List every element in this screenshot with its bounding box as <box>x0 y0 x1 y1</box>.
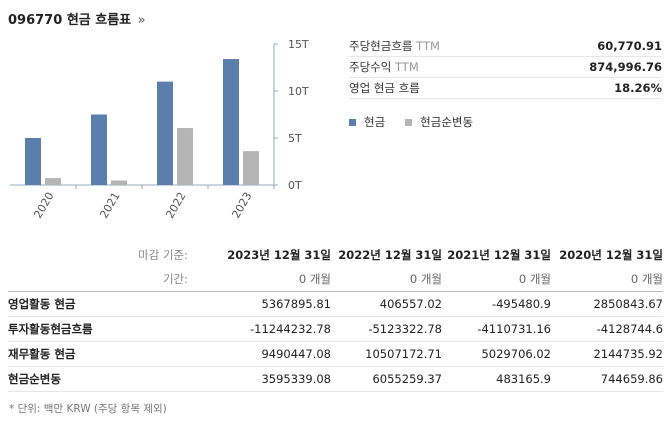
column-period: 0 개월 <box>551 267 663 292</box>
stat-value: 60,770.91 <box>522 36 662 57</box>
bar-cash-2023 <box>223 59 239 185</box>
period-row: 기간: 0 개월 0 개월 0 개월 0 개월 <box>8 267 663 292</box>
legend-label: 현금 <box>364 115 386 129</box>
table-row: 투자활동현금흐름 -11244232.78 -5123322.78 -4110731.… <box>8 316 663 342</box>
cash-flow-bar-chart: 15T 10T 5T 0T 2020 2021 2022 2023 <box>10 38 309 221</box>
stat-label: 영업 현금 흐름 <box>349 81 420 95</box>
row-label: 현금순변동 <box>8 366 188 392</box>
more-arrow-icon[interactable]: » <box>137 13 146 28</box>
column-period: 0 개월 <box>442 267 551 292</box>
column-date: 2022년 12월 31일 <box>338 248 442 262</box>
table-cell: 744659.86 <box>551 366 663 392</box>
x-tick-label: 2023 <box>229 190 254 221</box>
table-cell: -495480.9 <box>442 291 551 317</box>
y-tick-label: 10T <box>288 85 309 98</box>
row-label: 영업활동 현금 <box>8 291 188 317</box>
x-tick-label: 2021 <box>97 190 122 221</box>
legend-item: 현금 <box>349 114 385 130</box>
stat-label: 주당현금흐름 <box>349 39 413 53</box>
y-tick-label: 5T <box>288 132 302 145</box>
stat-suffix: TTM <box>394 60 419 74</box>
table-cell: 5367895.81 <box>188 291 331 317</box>
stat-value: 18.26% <box>522 77 662 99</box>
table-cell: 406557.02 <box>331 291 442 317</box>
bar-cash-2020 <box>25 138 41 185</box>
table-cell: 5029706.02 <box>442 341 551 367</box>
table-row: 재무활동 현금 9490447.08 10507172.71 5029706.02 21… <box>8 341 663 367</box>
legend-swatch <box>405 118 413 126</box>
chart-legend: 현금 현금순변동 <box>349 114 473 130</box>
table-cell: -5123322.78 <box>331 316 442 342</box>
period-label: 기간: <box>8 267 188 292</box>
table-cell: 9490447.08 <box>188 341 331 367</box>
legend-label: 현금순변동 <box>420 115 474 129</box>
table-cell: 3595339.08 <box>188 366 331 392</box>
column-date: 2020년 12월 31일 <box>559 248 663 262</box>
page-title: 096770 현금 흐름표 » <box>8 9 146 28</box>
table-cell: -4110731.16 <box>442 316 551 342</box>
y-tick-label: 15T <box>288 38 309 51</box>
stat-row: 영업 현금 흐름 18.26% <box>349 77 662 99</box>
table-header-row: 마감 기준: 2023년 12월 31일 2022년 12월 31일 2021년 12… <box>8 243 663 267</box>
column-date: 2021년 12월 31일 <box>447 248 551 262</box>
title-text: 현금 흐름표 <box>66 13 132 28</box>
table-cell: 2144735.92 <box>551 341 663 367</box>
table-cell: 483165.9 <box>442 366 551 392</box>
table-cell: -4128744.6 <box>551 316 663 342</box>
stat-label: 주당수익 <box>349 60 392 74</box>
x-tick-label: 2022 <box>163 190 188 221</box>
table-row: 현금순변동 3595339.08 6055259.37 483165.9 744659.… <box>8 366 663 392</box>
table-cell: 6055259.37 <box>331 366 442 392</box>
bar-net-change-2021 <box>111 180 127 185</box>
legend-swatch <box>349 118 356 126</box>
stat-row: 주당현금흐름 TTM 60,770.91 <box>349 36 662 57</box>
ticker-code: 096770 <box>8 13 63 28</box>
bar-net-change-2023 <box>243 151 259 185</box>
table-cell: -11244232.78 <box>188 316 331 342</box>
stat-suffix: TTM <box>416 39 440 53</box>
column-period: 0 개월 <box>188 267 331 292</box>
per-share-stats: 주당현금흐름 TTM 60,770.91 주당수익 TTM 874,996.76 영업 … <box>349 36 662 99</box>
table-cell: 10507172.71 <box>331 341 442 367</box>
bar-net-change-2020 <box>45 178 61 185</box>
cash-flow-table: 마감 기준: 2023년 12월 31일 2022년 12월 31일 2021년 12… <box>8 243 663 392</box>
row-label: 투자활동현금흐름 <box>8 316 188 342</box>
table-cell: 2850843.67 <box>551 291 663 317</box>
bar-cash-2022 <box>157 81 173 185</box>
stat-value: 874,996.76 <box>522 56 662 78</box>
x-tick-label: 2020 <box>31 190 56 221</box>
stat-row: 주당수익 TTM 874,996.76 <box>349 56 662 78</box>
table-row: 영업활동 현금 5367895.81 406557.02 -495480.9 28508… <box>8 291 663 317</box>
unit-footnote: * 단위: 백만 KRW (주당 항목 제외) <box>9 403 167 415</box>
date-label: 마감 기준: <box>138 248 188 262</box>
row-label: 재무활동 현금 <box>8 341 188 367</box>
column-date: 2023년 12월 31일 <box>227 248 331 262</box>
bar-cash-2021 <box>91 114 107 185</box>
y-tick-label: 0T <box>288 179 302 192</box>
bar-net-change-2022 <box>177 128 193 185</box>
column-period: 0 개월 <box>331 267 442 292</box>
legend-item: 현금순변동 <box>405 114 473 130</box>
